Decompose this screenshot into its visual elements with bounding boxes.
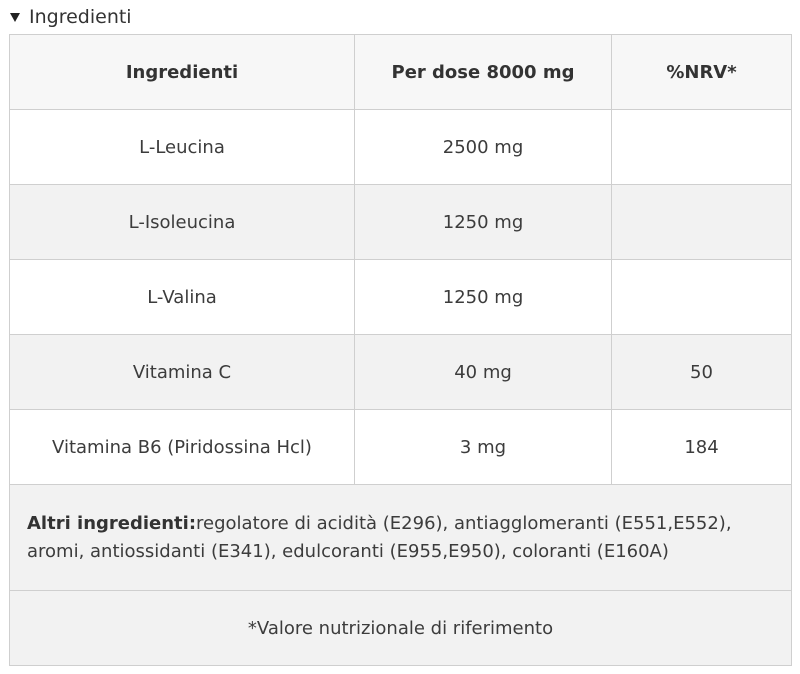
table-row: L-Valina 1250 mg — [9, 259, 792, 335]
ingredient-nrv — [611, 184, 792, 260]
ingredient-name: L-Isoleucina — [9, 184, 355, 260]
ingredient-dose: 2500 mg — [354, 109, 612, 185]
table-row: L-Isoleucina 1250 mg — [9, 184, 792, 260]
ingredient-nrv — [611, 259, 792, 335]
column-header-nrv: %NRV* — [611, 34, 792, 110]
other-ingredients-cell: Altri ingredienti:regolatore di acidità … — [9, 484, 792, 591]
column-header-ingredients: Ingredienti — [9, 34, 355, 110]
ingredient-name: Vitamina C — [9, 334, 355, 410]
ingredient-dose: 3 mg — [354, 409, 612, 485]
ingredient-dose: 1250 mg — [354, 259, 612, 335]
footnote: *Valore nutrizionale di riferimento — [9, 590, 792, 666]
ingredient-name: Vitamina B6 (Piridossina Hcl) — [9, 409, 355, 485]
other-ingredients-row: Altri ingredienti:regolatore di acidità … — [9, 484, 792, 591]
table-row: Vitamina B6 (Piridossina Hcl) 3 mg 184 — [9, 409, 792, 485]
disclosure-triangle-icon — [10, 13, 20, 22]
other-ingredients-label: Altri ingredienti: — [27, 512, 197, 534]
ingredient-nrv: 184 — [611, 409, 792, 485]
ingredients-table: Ingredienti Per dose 8000 mg %NRV* L-Leu… — [9, 34, 792, 666]
table-row: L-Leucina 2500 mg — [9, 109, 792, 185]
ingredient-nrv — [611, 109, 792, 185]
ingredient-name: L-Valina — [9, 259, 355, 335]
ingredient-nrv: 50 — [611, 334, 792, 410]
column-header-dose: Per dose 8000 mg — [354, 34, 612, 110]
table-header-row: Ingredienti Per dose 8000 mg %NRV* — [9, 34, 792, 110]
ingredient-dose: 1250 mg — [354, 184, 612, 260]
other-ingredients-text: regolatore di acidità (E296), antiagglom… — [27, 512, 732, 562]
section-title: Ingredienti — [29, 6, 132, 28]
ingredient-dose: 40 mg — [354, 334, 612, 410]
footnote-row: *Valore nutrizionale di riferimento — [9, 590, 792, 666]
ingredient-name: L-Leucina — [9, 109, 355, 185]
table-row: Vitamina C 40 mg 50 — [9, 334, 792, 410]
ingredients-toggle[interactable]: Ingredienti — [10, 4, 132, 30]
